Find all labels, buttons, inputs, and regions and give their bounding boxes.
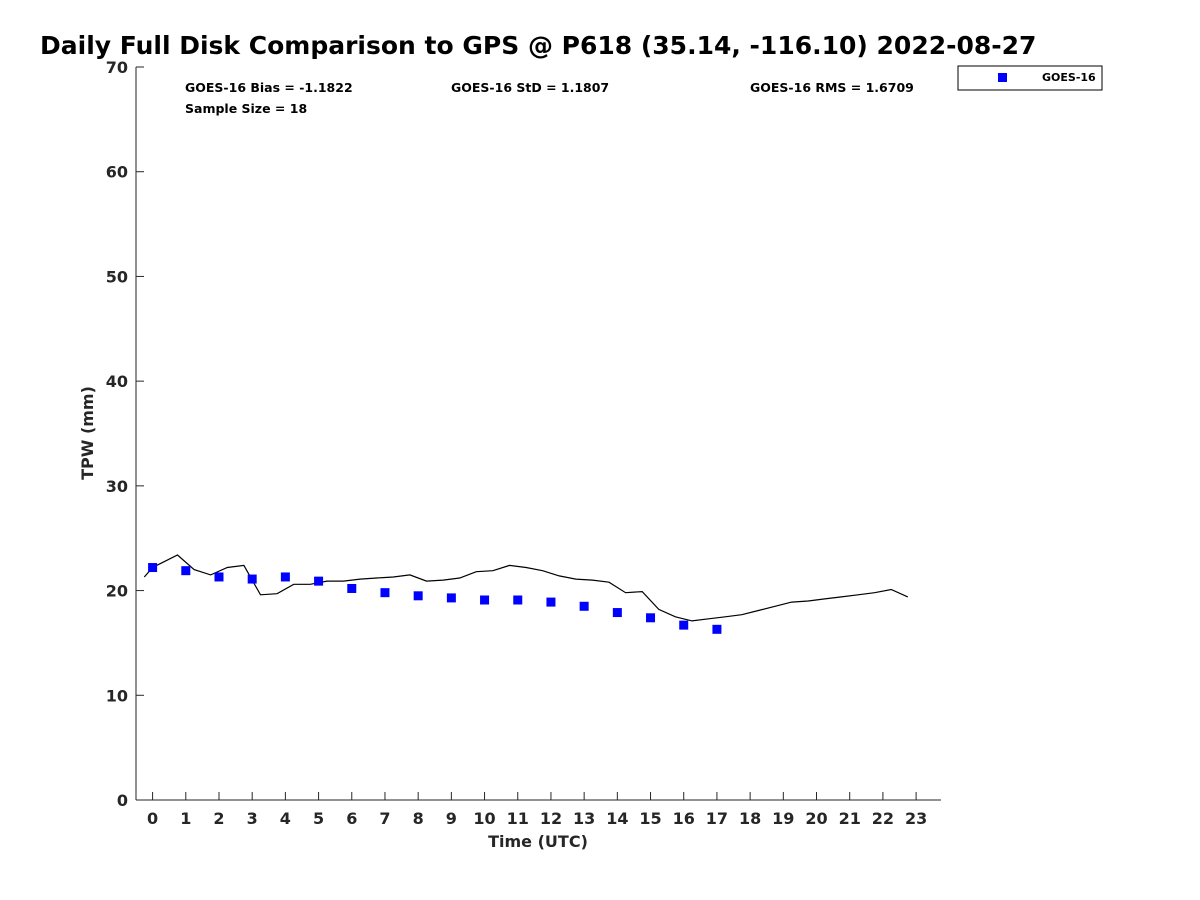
x-axis-label: Time (UTC) xyxy=(488,832,588,851)
y-tick-label: 0 xyxy=(117,791,128,810)
goes16-point xyxy=(314,576,324,586)
goes16-point xyxy=(247,574,257,584)
x-tick-label: 15 xyxy=(639,809,661,828)
y-tick-label: 60 xyxy=(106,163,128,182)
x-tick-label: 20 xyxy=(805,809,827,828)
x-tick-label: 6 xyxy=(346,809,357,828)
y-tick-label: 40 xyxy=(106,372,128,391)
x-tick-label: 17 xyxy=(706,809,728,828)
x-tick-label: 8 xyxy=(413,809,424,828)
x-tick-label: 13 xyxy=(573,809,595,828)
goes16-point xyxy=(579,601,589,611)
y-tick-label: 50 xyxy=(106,267,128,286)
goes16-point xyxy=(380,588,390,598)
x-tick-label: 23 xyxy=(905,809,927,828)
goes16-point xyxy=(679,620,689,630)
x-tick-label: 12 xyxy=(540,809,562,828)
x-tick-label: 9 xyxy=(446,809,457,828)
x-tick-label: 1 xyxy=(180,809,191,828)
y-axis-label: TPW (mm) xyxy=(78,386,97,480)
goes16-point xyxy=(546,597,556,607)
goes16-point xyxy=(347,583,357,593)
y-tick-label: 10 xyxy=(106,686,128,705)
goes16-point xyxy=(413,591,423,601)
goes16-point xyxy=(712,624,722,634)
x-tick-label: 18 xyxy=(739,809,761,828)
goes16-point xyxy=(646,613,656,623)
x-tick-label: 4 xyxy=(280,809,291,828)
stat-std: GOES-16 StD = 1.1807 xyxy=(451,80,609,95)
legend: GOES-16 xyxy=(957,65,1103,91)
goes16-point xyxy=(214,572,224,582)
stat-bias: GOES-16 Bias = -1.1822 xyxy=(185,80,353,95)
legend-box xyxy=(957,65,1103,91)
x-tick-label: 16 xyxy=(673,809,695,828)
y-tick-label: 70 xyxy=(106,58,128,77)
legend-marker-goes16 xyxy=(998,73,1007,82)
x-tick-label: 14 xyxy=(606,809,628,828)
x-tick-label: 2 xyxy=(213,809,224,828)
x-tick-label: 11 xyxy=(507,809,529,828)
stat-sample-size: Sample Size = 18 xyxy=(185,101,307,116)
y-tick-label: 20 xyxy=(106,582,128,601)
goes16-point xyxy=(480,595,490,605)
gps-line xyxy=(143,554,909,622)
legend-label-goes16: GOES-16 xyxy=(1042,71,1096,84)
goes16-point xyxy=(612,608,622,618)
goes16-point xyxy=(148,563,158,573)
x-tick-label: 7 xyxy=(379,809,390,828)
x-tick-label: 5 xyxy=(313,809,324,828)
x-tick-label: 21 xyxy=(839,809,861,828)
goes16-point xyxy=(446,593,456,603)
y-tick-label: 30 xyxy=(106,477,128,496)
x-tick-label: 19 xyxy=(772,809,794,828)
x-tick-label: 3 xyxy=(247,809,258,828)
x-tick-label: 0 xyxy=(147,809,158,828)
goes16-point xyxy=(513,595,523,605)
x-tick-label: 10 xyxy=(473,809,495,828)
goes16-point xyxy=(181,566,191,576)
chart-title: Daily Full Disk Comparison to GPS @ P618… xyxy=(40,31,1036,60)
stat-rms: GOES-16 RMS = 1.6709 xyxy=(750,80,914,95)
goes16-point xyxy=(280,572,290,582)
x-tick-label: 22 xyxy=(872,809,894,828)
